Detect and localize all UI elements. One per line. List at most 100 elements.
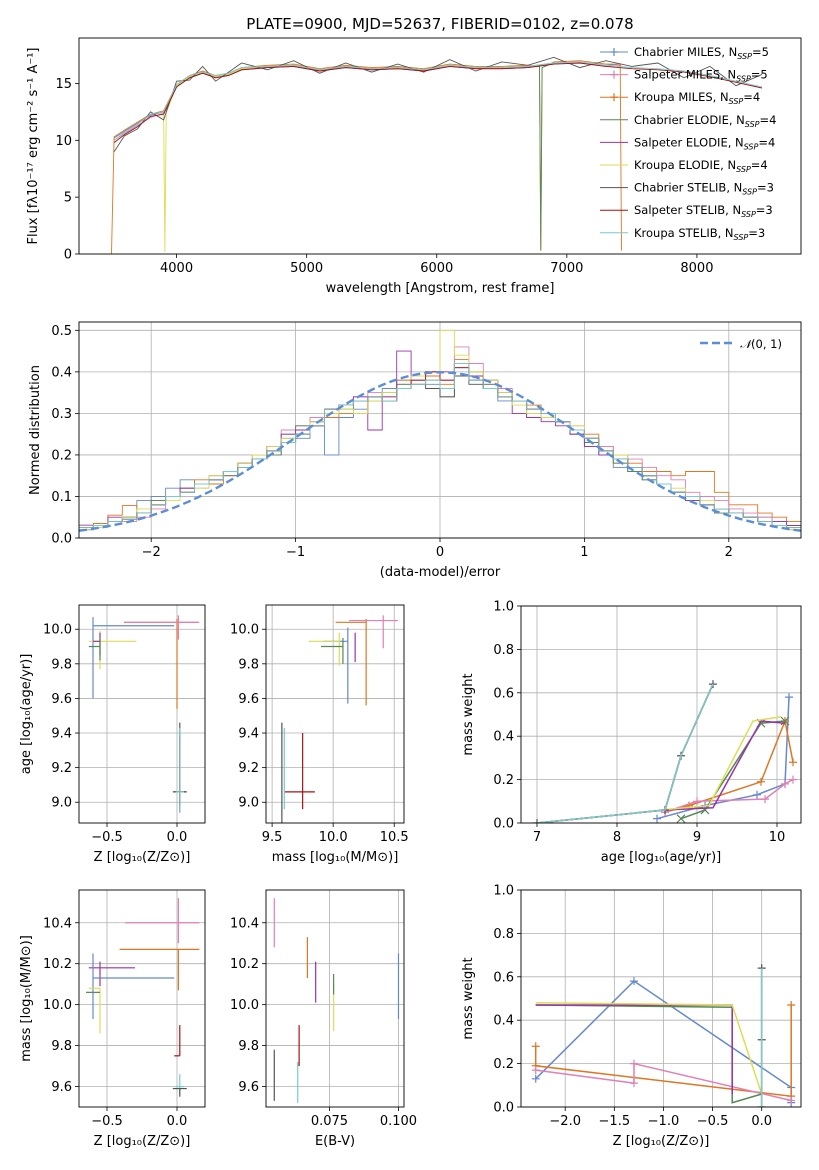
x-tick-label: −0.5 — [91, 830, 123, 845]
x-tick-label: 4000 — [160, 261, 193, 276]
x-tick-label: 1 — [580, 545, 588, 560]
data-point — [533, 819, 541, 823]
legend-label: Chabrier ELODIE, NSSP=4 — [634, 113, 776, 129]
legend-label: Kroupa MILES, NSSP=4 — [634, 90, 760, 106]
x-tick-label: 0.0 — [167, 1114, 188, 1129]
y-tick-label: 9.4 — [51, 727, 72, 742]
x-tick-label: 7 — [533, 830, 541, 845]
x-axis-label: age [log₁₀(age/yr)] — [601, 850, 722, 865]
y-tick-label: 0.2 — [51, 448, 72, 463]
data-point — [753, 790, 761, 799]
data-point — [676, 814, 686, 823]
axes-frame — [265, 604, 405, 824]
legend-label-main: Kroupa MILES, N — [634, 90, 729, 104]
series-line — [113, 62, 622, 141]
data-point — [757, 777, 765, 786]
y-tick-label: 10.0 — [230, 623, 259, 638]
x-tick-label: 0.0 — [167, 830, 188, 845]
legend-label-main: Salpeter STELIB, N — [634, 203, 741, 217]
axes-frame — [520, 605, 802, 824]
data-point — [789, 758, 797, 767]
series-line — [536, 683, 714, 823]
y-tick-label: 0.4 — [51, 365, 72, 380]
data-point — [787, 1001, 796, 1010]
data-point — [610, 48, 618, 56]
legend-label: Salpeter MILES, NSSP=5 — [634, 68, 768, 84]
legend-label-count: =5 — [751, 68, 768, 82]
data-point — [787, 1096, 796, 1105]
legend-label-subscript: SSP — [737, 52, 752, 61]
y-tick-label: 0.6 — [493, 686, 514, 701]
y-tick-label: 9.0 — [238, 796, 259, 811]
x-tick-label: −2 — [142, 545, 161, 560]
legend-label-main: Chabrier MILES, N — [634, 45, 737, 59]
legend-label-count: =4 — [758, 135, 775, 149]
y-tick-label: 1.0 — [493, 600, 514, 615]
series-line — [111, 60, 622, 254]
y-tick-label: 0.6 — [493, 970, 514, 985]
x-axis-label: Z [log₁₀(Z/Z⊙)] — [94, 850, 191, 865]
y-tick-label: 9.0 — [51, 796, 72, 811]
legend-label: Salpeter STELIB, NSSP=3 — [634, 203, 773, 219]
x-axis-label: Z [log₁₀(Z/Z⊙)] — [613, 1134, 710, 1149]
y-tick-label: 9.6 — [238, 692, 259, 707]
data-point — [610, 70, 618, 79]
y-tick-label: 15 — [55, 77, 72, 92]
y-tick-label: 0.2 — [493, 1057, 514, 1072]
y-axis-label: Flux [fλ10⁻¹⁷ erg cm⁻² s⁻¹ A⁻¹] — [26, 48, 41, 245]
y-tick-label: 10.0 — [43, 998, 72, 1013]
legend-label-count: =4 — [751, 158, 768, 172]
y-tick-label: 9.8 — [238, 657, 259, 672]
x-tick-label: 7000 — [550, 261, 583, 276]
legend-label-main: Chabrier ELODIE, N — [634, 113, 745, 127]
y-tick-label: 10 — [55, 134, 72, 149]
y-axis-label: mass weight — [461, 957, 476, 1039]
legend-label-args: (0, 1) — [751, 337, 782, 351]
y-tick-label: 0.8 — [493, 927, 514, 942]
legend-label-count: =3 — [756, 203, 773, 217]
legend-label-subscript: SSP — [729, 97, 744, 106]
residuals-panel: −2 −1 0 1 2 0.0 0.1 0.2 0.3 0.4 0.5 (data-model)/er… — [28, 321, 802, 580]
x-tick-label: 0.0 — [751, 1114, 772, 1129]
plot-area — [79, 329, 801, 532]
x-tick-label: 0.075 — [311, 1114, 348, 1129]
axes-frame — [78, 604, 206, 824]
axes-frame — [78, 37, 802, 255]
x-tick-label: −0.5 — [697, 1114, 729, 1129]
legend-label-subscript: SSP — [734, 233, 749, 242]
plot-area — [531, 964, 796, 1107]
legend-label-count: =3 — [748, 226, 765, 240]
series-line — [163, 63, 554, 115]
data-point — [629, 1059, 638, 1068]
x-tick-label: 10.0 — [319, 830, 348, 845]
x-tick-label: 0 — [436, 545, 444, 560]
y-tick-label: 10.2 — [43, 957, 72, 972]
y-tick-label: 10.4 — [43, 916, 72, 931]
x-tick-label: 10 — [769, 830, 786, 845]
y-tick-label: 0.4 — [493, 730, 514, 745]
x-tick-label: 5000 — [290, 261, 323, 276]
z-age-panel: −0.5 0.0 9.0 9.2 9.4 9.6 9.8 10.0 Z [log₁₀(Z/Z⊙)… — [19, 604, 206, 865]
x-axis-label: E(B-V) — [315, 1134, 355, 1149]
x-tick-label: 2 — [725, 545, 733, 560]
legend-label-count: =4 — [760, 113, 777, 127]
y-tick-label: 0.0 — [51, 532, 72, 547]
legend-label-main: Kroupa ELODIE, N — [634, 158, 736, 172]
legend-label-count: =3 — [757, 181, 774, 195]
data-point — [781, 779, 789, 788]
plot-area — [533, 680, 797, 823]
series-line — [534, 1005, 792, 1098]
y-tick-label: 9.8 — [51, 657, 72, 672]
y-tick-label: 0.3 — [51, 407, 72, 422]
x-tick-label: 0.100 — [380, 1114, 417, 1129]
x-tick-label: −1.0 — [648, 1114, 680, 1129]
legend-label: Kroupa ELODIE, NSSP=4 — [634, 158, 768, 174]
y-axis-label: Normed distribution — [28, 365, 43, 495]
data-point — [531, 1074, 540, 1083]
y-tick-label: 1.0 — [493, 884, 514, 899]
y-tick-label: 10.4 — [230, 916, 259, 931]
legend-label: Kroupa STELIB, NSSP=3 — [634, 226, 765, 242]
legend-label-main: Salpeter ELODIE, N — [634, 135, 744, 149]
